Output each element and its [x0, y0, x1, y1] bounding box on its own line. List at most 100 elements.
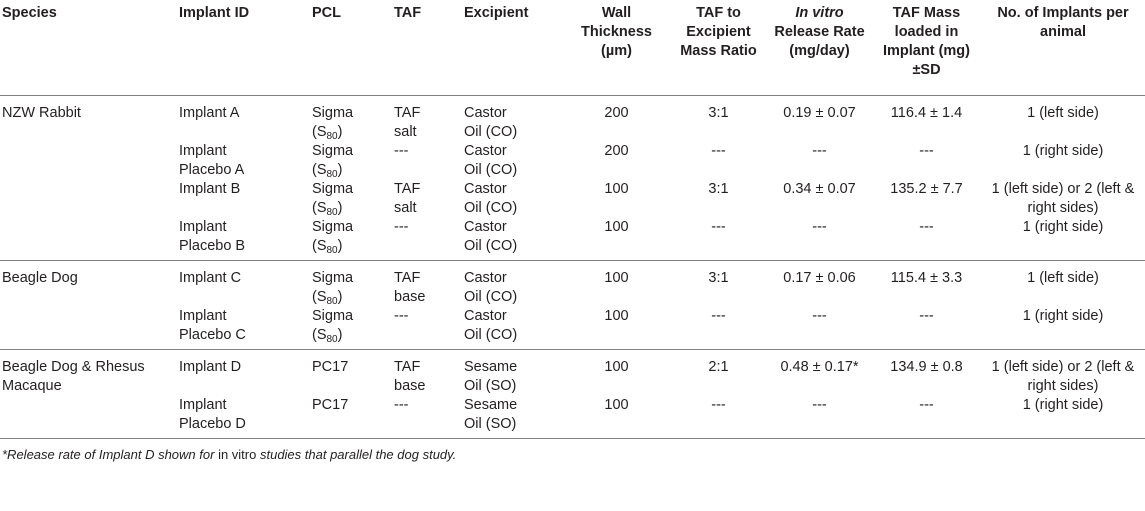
pcl-end: )	[337, 161, 343, 178]
cell-wall-thickness-text: 100	[604, 307, 629, 324]
pcl-text: PC17	[312, 396, 362, 415]
cell-taf-mass: 135.2 ± 7.7	[872, 180, 981, 218]
cell-wall-thickness-text: 100	[604, 396, 629, 413]
pcl-text: Sigma (S80)	[312, 104, 362, 142]
cell-mass-ratio-text: ---	[711, 142, 726, 159]
cell-wall-thickness-text: 100	[604, 218, 629, 235]
cell-species-text: NZW Rabbit	[2, 104, 81, 121]
cell-taf-text: ---	[394, 396, 409, 413]
cell-taf-mass: 134.9 ± 0.8	[872, 349, 981, 396]
cell-pcl: Sigma (S80)	[306, 180, 388, 218]
cell-taf-mass: ---	[872, 396, 981, 439]
cell-num-implants: 1 (right side)	[981, 218, 1145, 261]
pcl-main: Sigma (S	[312, 218, 354, 254]
cell-release-rate-text: ---	[812, 142, 827, 159]
cell-species	[0, 218, 163, 261]
cell-excipient-text: Castor Oil (CO)	[464, 142, 518, 178]
cell-wall-thickness: 200	[563, 95, 670, 142]
cell-mass-ratio: ---	[670, 142, 767, 180]
cell-pcl: PC17	[306, 349, 388, 396]
cell-taf: TAF base	[388, 349, 458, 396]
cell-excipient-text: Castor Oil (CO)	[464, 307, 518, 343]
cell-implant-id: Implant Placebo D	[163, 396, 306, 439]
header-taf-mass: TAF Mass loaded in Implant (mg)±SD	[883, 5, 970, 78]
cell-taf: TAF base	[388, 260, 458, 307]
cell-excipient: Castor Oil (CO)	[458, 260, 563, 307]
cell-wall-thickness-text: 100	[604, 269, 629, 286]
cell-pcl: Sigma (S80)	[306, 142, 388, 180]
cell-num-implants: 1 (left side)	[981, 95, 1145, 142]
cell-num-implants-text: 1 (right side)	[1022, 307, 1104, 324]
cell-release-rate: 0.48 ± 0.17*	[767, 349, 872, 396]
header-implant-id: Implant ID	[179, 5, 250, 21]
header-taf: TAF	[394, 5, 422, 21]
cell-num-implants-text: 1 (left side) or 2 (left & right sides)	[991, 358, 1135, 394]
table-row: Beagle Dog & Rhesus Macaque Implant D PC17…	[0, 349, 1145, 396]
cell-pcl: PC17	[306, 396, 388, 439]
pcl-subscript: 80	[326, 130, 338, 142]
cell-implant-id: Implant B	[163, 180, 306, 218]
footnote-part2: in vitro	[218, 446, 257, 462]
table-row: Implant Placebo D PC17 --- Sesame Oil (SO) 1…	[0, 396, 1145, 439]
cell-taf-mass-text: ---	[919, 307, 934, 324]
cell-num-implants: 1 (left side) or 2 (left & right sides)	[981, 180, 1145, 218]
pcl-text: Sigma (S80)	[312, 269, 362, 307]
cell-num-implants: 1 (left side)	[981, 260, 1145, 307]
cell-mass-ratio: ---	[670, 218, 767, 261]
cell-num-implants-text: 1 (left side)	[1027, 104, 1099, 121]
table-row: Implant B Sigma (S80) TAF salt Castor Oil (…	[0, 180, 1145, 218]
header-wall-thickness: Wall Thickness (µm)	[581, 5, 652, 59]
cell-taf-text: ---	[394, 307, 409, 324]
cell-excipient-text: Castor Oil (CO)	[464, 269, 518, 305]
cell-release-rate-text: 0.48 ± 0.17*	[780, 358, 859, 375]
cell-wall-thickness: 100	[563, 260, 670, 307]
cell-release-rate: ---	[767, 218, 872, 261]
cell-implant-id-text: Implant Placebo B	[179, 218, 246, 254]
cell-implant-id-text: Implant A	[179, 104, 240, 121]
cell-num-implants: 1 (right side)	[981, 396, 1145, 439]
cell-taf-mass-text: 135.2 ± 7.7	[890, 180, 963, 197]
cell-mass-ratio-text: 3:1	[708, 104, 729, 121]
cell-taf-text: ---	[394, 218, 409, 235]
cell-species	[0, 396, 163, 439]
data-table-container: Species Implant ID PCL TAF Excipient Wal…	[0, 0, 1145, 462]
cell-implant-id: Implant D	[163, 349, 306, 396]
pcl-end: )	[337, 199, 343, 216]
cell-species	[0, 307, 163, 350]
cell-num-implants-text: 1 (right side)	[1022, 218, 1104, 235]
cell-excipient: Castor Oil (CO)	[458, 95, 563, 142]
pcl-main: PC17	[312, 358, 349, 375]
cell-num-implants-text: 1 (right side)	[1022, 396, 1104, 413]
cell-num-implants-text: 1 (left side)	[1027, 269, 1099, 286]
cell-species	[0, 180, 163, 218]
cell-release-rate-text: ---	[812, 307, 827, 324]
footnote-part3: studies that parallel the dog study.	[256, 446, 457, 462]
cell-implant-id: Implant Placebo A	[163, 142, 306, 180]
cell-species: Beagle Dog & Rhesus Macaque	[0, 349, 163, 396]
cell-mass-ratio: ---	[670, 307, 767, 350]
cell-implant-id-text: Implant B	[179, 180, 241, 197]
cell-mass-ratio-text: 2:1	[708, 358, 729, 375]
cell-wall-thickness-text: 100	[604, 180, 629, 197]
cell-taf-mass: ---	[872, 218, 981, 261]
cell-excipient: Castor Oil (CO)	[458, 142, 563, 180]
cell-mass-ratio-text: ---	[711, 307, 726, 324]
cell-excipient-text: Sesame Oil (SO)	[464, 358, 518, 394]
header-mass-ratio: TAF to Excipient Mass Ratio	[680, 5, 757, 59]
cell-taf-mass: 115.4 ± 3.3	[872, 260, 981, 307]
pcl-subscript: 80	[326, 244, 338, 256]
cell-release-rate: ---	[767, 142, 872, 180]
cell-implant-id: Implant C	[163, 260, 306, 307]
header-release-rate: In vitro Release Rate (mg/day)	[767, 0, 872, 95]
header-num-implants: No. of Implants per animal	[997, 5, 1129, 40]
cell-release-rate: ---	[767, 396, 872, 439]
cell-taf-text: ---	[394, 142, 409, 159]
header-excipient: Excipient	[464, 5, 529, 21]
pcl-text: PC17	[312, 358, 362, 377]
cell-excipient: Castor Oil (CO)	[458, 180, 563, 218]
cell-release-rate: 0.19 ± 0.07	[767, 95, 872, 142]
cell-wall-thickness-text: 200	[604, 142, 629, 159]
cell-taf: ---	[388, 396, 458, 439]
pcl-text: Sigma (S80)	[312, 218, 362, 256]
cell-wall-thickness: 200	[563, 142, 670, 180]
